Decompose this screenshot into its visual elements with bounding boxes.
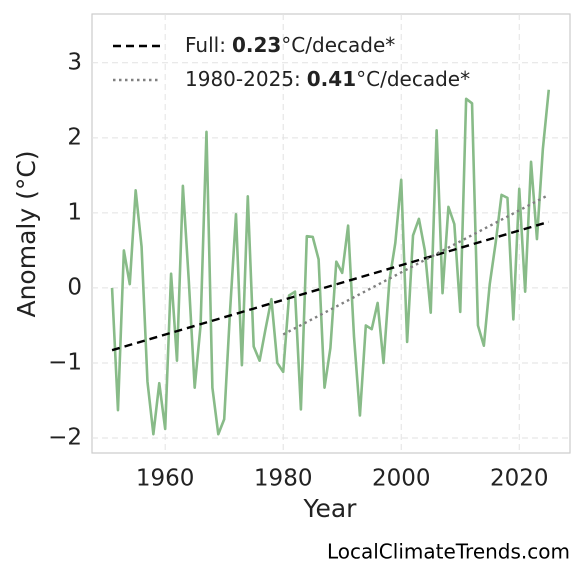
- watermark: LocalClimateTrends.com: [327, 540, 570, 564]
- trend-line: [282, 193, 550, 336]
- x-tick-label: 2000: [372, 466, 431, 492]
- data-line: [110, 89, 551, 436]
- legend-label-unit: °C/decade*: [356, 67, 470, 91]
- x-axis-label: Year: [303, 494, 358, 523]
- legend-label: Full: 0.23°C/decade*: [185, 33, 395, 57]
- legend-label: 1980-2025: 0.41°C/decade*: [185, 67, 470, 91]
- x-tick-label: 1960: [136, 466, 195, 492]
- x-tick-label: 1980: [254, 466, 313, 492]
- y-axis-label: Anomaly (°C): [12, 150, 41, 317]
- plot-frame: [91, 13, 571, 454]
- y-tick-label: 2: [67, 124, 82, 150]
- y-tick-label: 3: [67, 49, 82, 75]
- legend-label-rate: 0.41: [307, 67, 356, 91]
- legend-label-name: 1980-2025:: [185, 67, 301, 91]
- legend-label-name: Full:: [185, 33, 226, 57]
- y-tick-label: −2: [48, 424, 82, 450]
- y-tick-label: −1: [48, 349, 82, 375]
- legend-label-rate: 0.23: [232, 33, 281, 57]
- x-tick-label: 2020: [490, 466, 549, 492]
- legend-label-unit: °C/decade*: [281, 33, 395, 57]
- y-tick-label: 0: [67, 274, 82, 300]
- trend-line: [111, 220, 550, 352]
- y-tick-label: 1: [67, 199, 82, 225]
